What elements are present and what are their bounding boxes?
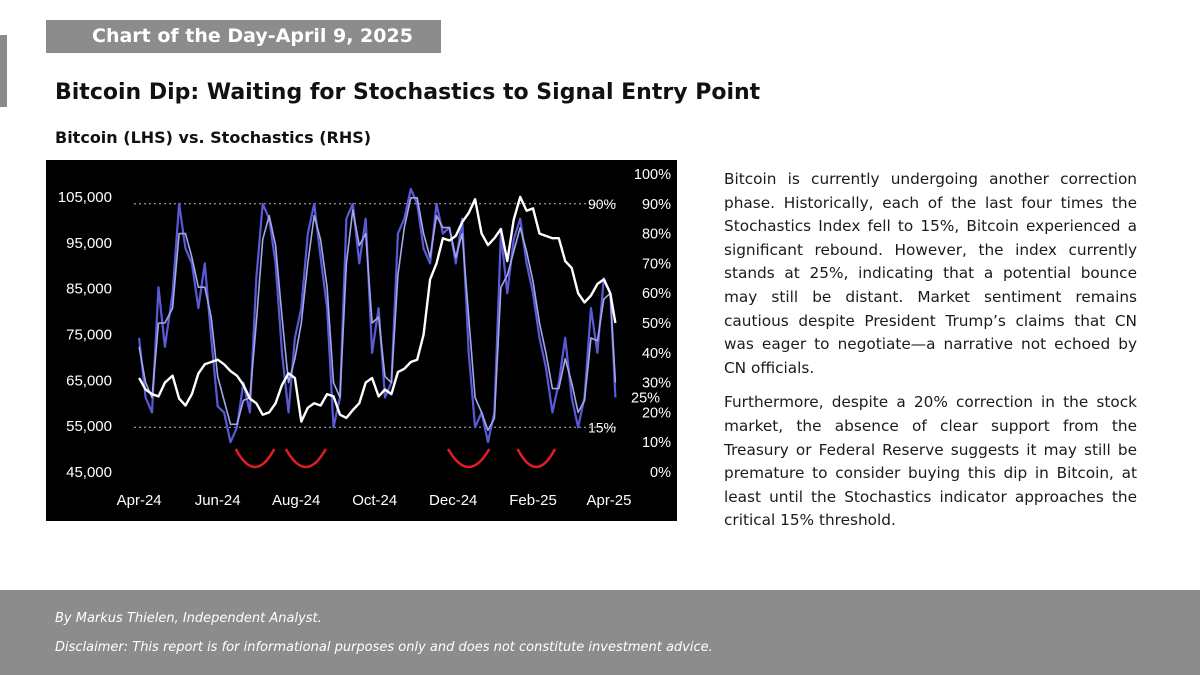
highlight-arc-3 — [447, 448, 491, 469]
x-axis-tick-label: Oct-24 — [352, 492, 397, 509]
series-line-stochastics-slow — [138, 197, 617, 432]
author-credit: By Markus Thielen, Independent Analyst. — [55, 611, 322, 626]
commentary-paragraph-1: Bitcoin is currently undergoing another … — [724, 170, 1137, 377]
date-banner: Chart of the Day-April 9, 2025 — [46, 20, 441, 53]
right-axis-tick-label: 50% — [642, 316, 671, 332]
left-axis-tick-label: 85,000 — [66, 281, 112, 298]
highlight-arc-1 — [234, 448, 276, 469]
right-axis-tick-label: 80% — [642, 227, 671, 243]
highlight-arc-2 — [284, 448, 327, 469]
x-axis-tick-label: Dec-24 — [429, 492, 477, 509]
right-axis-tick-label: 30% — [642, 376, 671, 392]
left-axis-tick-label: 95,000 — [66, 235, 112, 252]
series-line-bitcoin — [138, 195, 617, 423]
x-axis-tick-label: Jun-24 — [195, 492, 241, 509]
series-line-stochastics-fast — [138, 187, 617, 444]
x-axis-tick-label: Feb-25 — [509, 492, 557, 509]
right-axis-tick-label: 20% — [642, 405, 671, 421]
left-axis-tick-label: 75,000 — [66, 326, 112, 343]
x-axis-tick-label: Apr-24 — [117, 492, 162, 509]
footer: By Markus Thielen, Independent Analyst. … — [0, 590, 1200, 675]
page-title: Bitcoin Dip: Waiting for Stochastics to … — [55, 80, 761, 105]
right-axis-tick-label: 10% — [642, 435, 671, 451]
stochastics-current-value-label: 25% — [631, 391, 660, 407]
left-axis-tick-label: 55,000 — [66, 418, 112, 435]
left-accent-bar — [0, 35, 7, 107]
left-axis-tick-label: 65,000 — [66, 372, 112, 389]
chart-subtitle: Bitcoin (LHS) vs. Stochastics (RHS) — [55, 128, 372, 147]
left-axis-tick-label: 45,000 — [66, 464, 112, 481]
x-axis-tick-label: Aug-24 — [272, 492, 320, 509]
right-axis-tick-label: 100% — [634, 167, 671, 183]
chart: 90% 15% 45,000 55,000 65,000 75,000 85,000 95,0… — [46, 160, 677, 521]
reference-line-label-90: 90% — [588, 196, 616, 212]
highlight-arc-4 — [516, 448, 557, 469]
right-axis-tick-label: 70% — [642, 256, 671, 272]
x-axis-tick-label: Apr-25 — [586, 492, 631, 509]
right-axis-tick-label: 0% — [650, 465, 671, 481]
left-axis-tick-label: 105,000 — [58, 189, 112, 206]
right-axis-tick-label: 60% — [642, 286, 671, 302]
chart-svg: 90% 15% 45,000 55,000 65,000 75,000 85,000 95,0… — [58, 167, 671, 509]
right-axis-tick-label: 90% — [642, 197, 671, 213]
disclaimer: Disclaimer: This report is for informati… — [55, 640, 713, 655]
commentary-paragraph-2: Furthermore, despite a 20% correction in… — [724, 393, 1137, 530]
reference-line-label-15: 15% — [588, 419, 616, 435]
right-axis-tick-label: 40% — [642, 346, 671, 362]
commentary: Bitcoin is currently undergoing another … — [724, 168, 1137, 544]
